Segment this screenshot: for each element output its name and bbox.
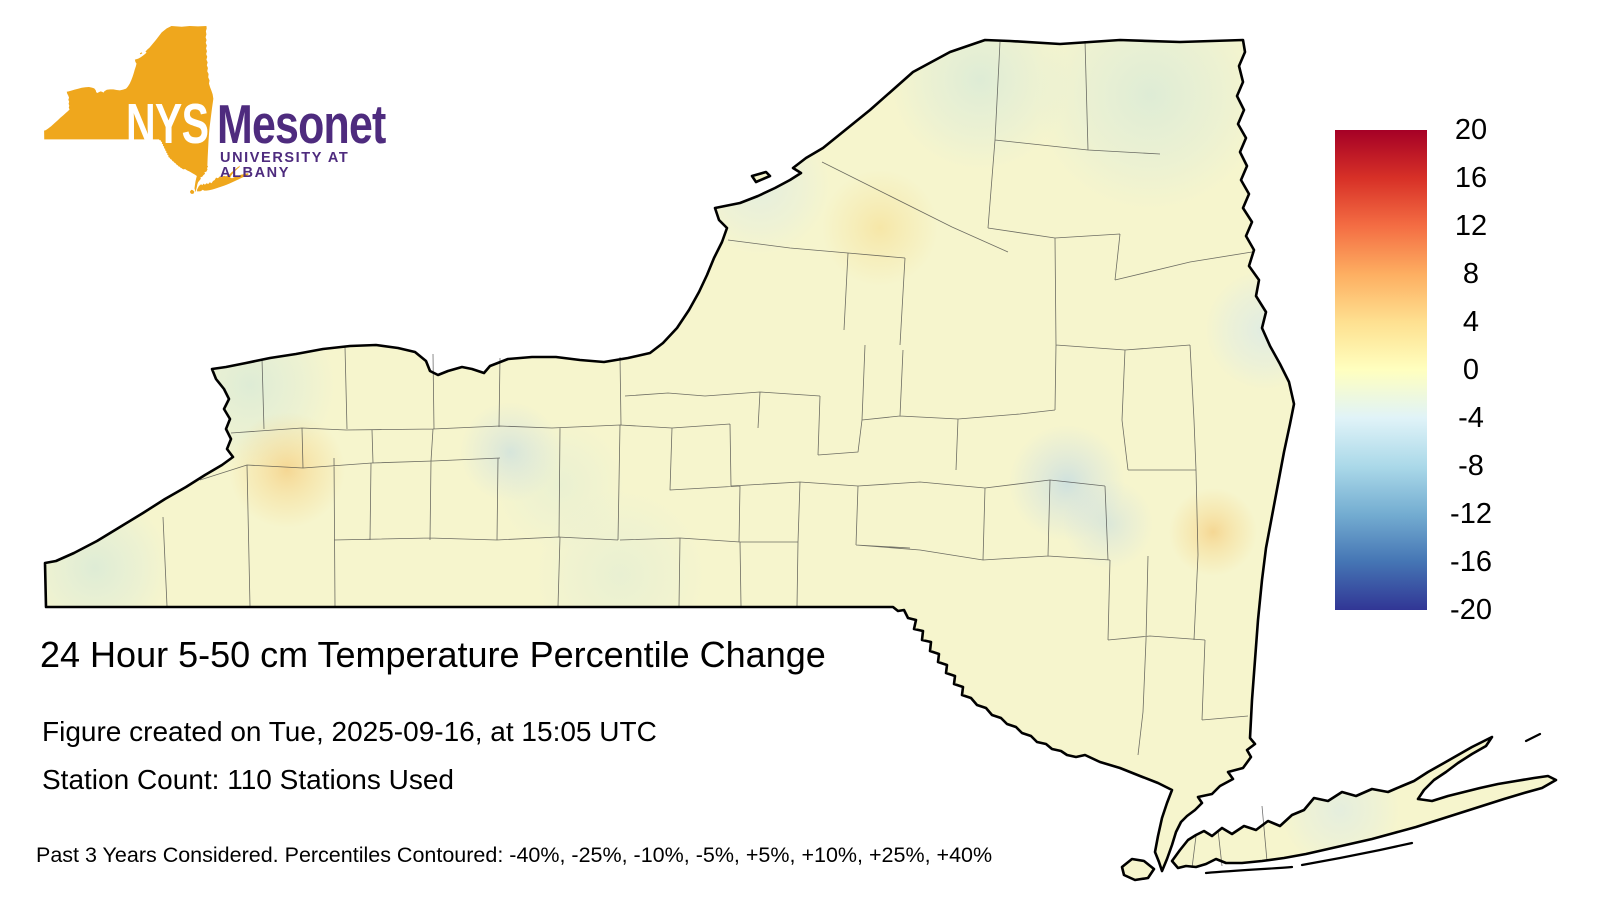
colorbar-tick: 4 xyxy=(1462,306,1480,338)
figure-title: 24 Hour 5-50 cm Temperature Percentile C… xyxy=(40,634,826,675)
colorbar-tick: 8 xyxy=(1462,258,1480,290)
colorbar-tick: -16 xyxy=(1450,546,1492,578)
percentiles-footnote: Past 3 Years Considered. Percentiles Con… xyxy=(36,843,993,867)
colorbar-gradient xyxy=(1335,130,1427,610)
colorbar-tick: -20 xyxy=(1450,594,1492,626)
colorbar-tick: 20 xyxy=(1454,114,1488,146)
colorbar-tick: -8 xyxy=(1458,450,1484,482)
barrier-islands xyxy=(1204,732,1542,875)
logo-nys-text: NYS xyxy=(126,92,209,156)
colorbar-tick-labels: 20 16 12 8 4 0 -4 -8 -12 -16 -20 xyxy=(1432,114,1510,626)
nys-mesonet-logo: NYS Mesonet UNIVERSITY AT ALBANY xyxy=(0,0,420,220)
colorbar-tick: -4 xyxy=(1458,402,1484,434)
figure-created-timestamp: Figure created on Tue, 2025-09-16, at 15… xyxy=(42,716,657,747)
county-boundaries xyxy=(162,40,1268,869)
colorbar-tick: 0 xyxy=(1462,354,1480,386)
colorbar-tick: -12 xyxy=(1450,498,1492,530)
station-count-text: Station Count: 110 Stations Used xyxy=(42,764,454,795)
logo-affiliation-text: UNIVERSITY AT ALBANY xyxy=(220,150,350,181)
colorbar-tick: 16 xyxy=(1454,162,1488,194)
colorbar-tick: 12 xyxy=(1454,210,1488,242)
logo-mesonet-text: Mesonet xyxy=(217,93,386,155)
